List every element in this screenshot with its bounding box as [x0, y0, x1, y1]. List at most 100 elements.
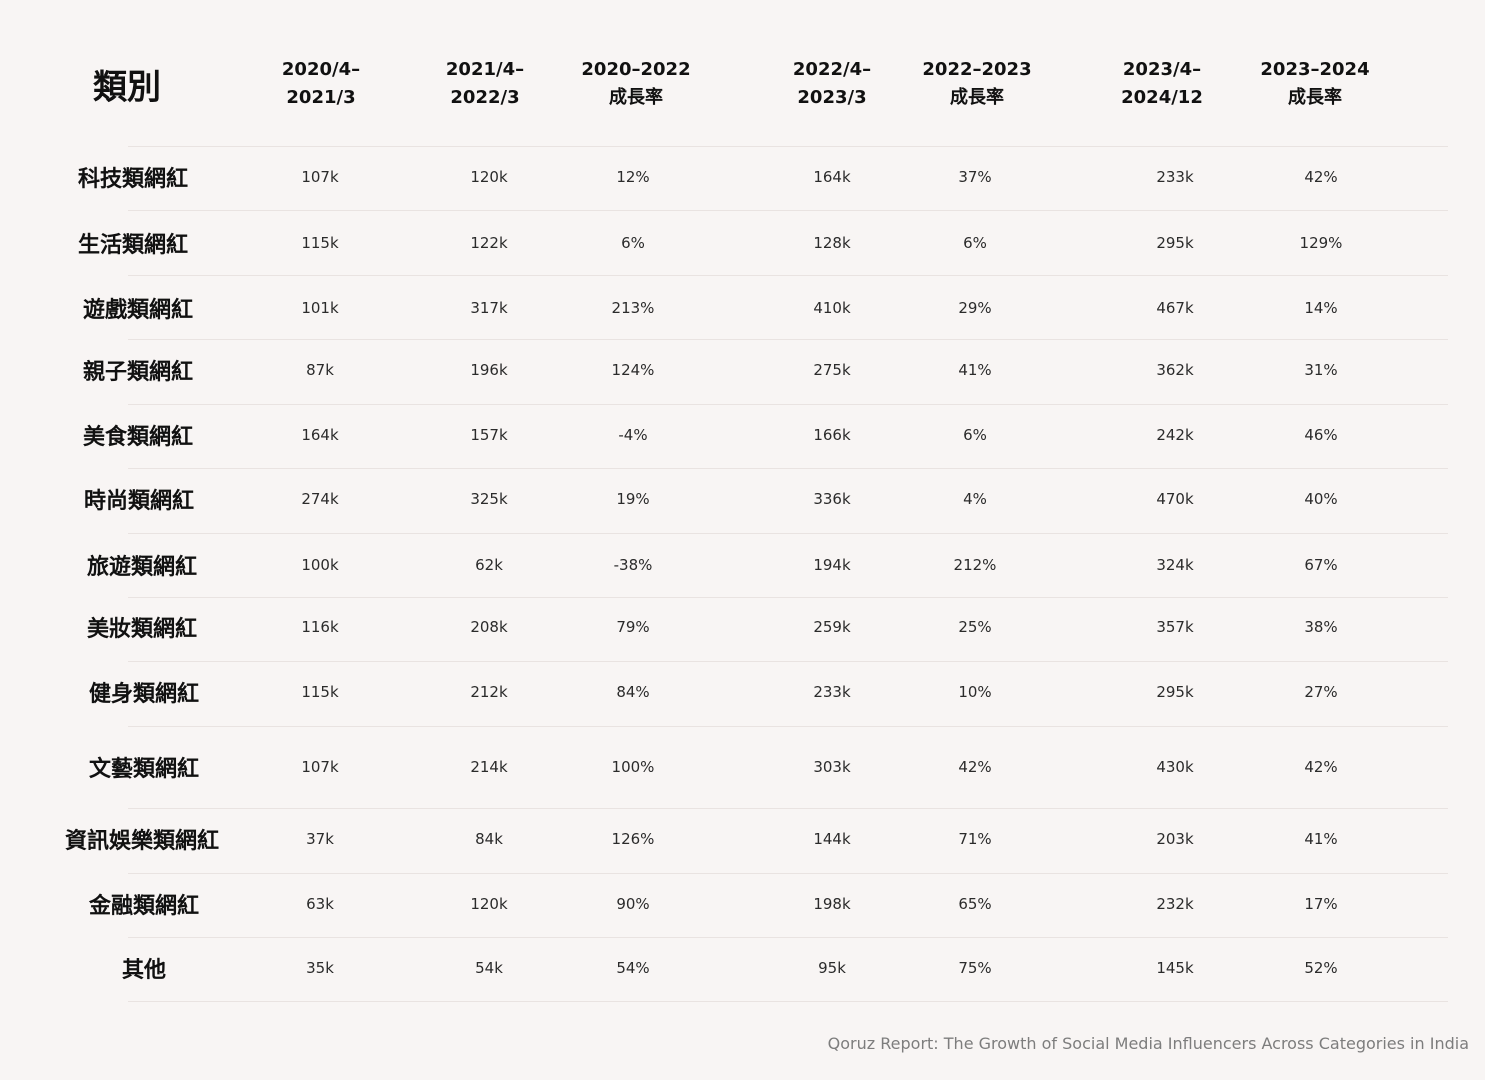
row-divider	[128, 146, 1448, 147]
table-cell: 63k	[306, 895, 334, 913]
table-cell: 362k	[1156, 361, 1194, 379]
table-cell: 166k	[813, 426, 851, 444]
table-cell: 196k	[470, 361, 508, 379]
category-label: 時尚類網紅	[83, 489, 195, 514]
table-cell: 52%	[1304, 959, 1338, 977]
table-cell: 54%	[616, 959, 650, 977]
table-cell: 303k	[813, 758, 851, 776]
table-cell: 194k	[813, 556, 851, 574]
category-label: 美食類網紅	[82, 425, 194, 450]
table-cell: 208k	[470, 618, 508, 636]
table-cell: 71%	[958, 830, 992, 848]
table-cell: 126%	[611, 830, 655, 848]
table-cell: 37%	[958, 168, 992, 186]
table-cell: 144k	[813, 830, 851, 848]
table-cell: 62k	[475, 556, 503, 574]
table-cell: 128k	[813, 234, 851, 252]
table-cell: 90%	[616, 895, 650, 913]
table-cell: 203k	[1156, 830, 1194, 848]
table-cell: 100%	[611, 758, 655, 776]
row-divider	[128, 533, 1448, 534]
table-cell: 164k	[813, 168, 851, 186]
column-header-5: 2022–2023 成長率	[922, 56, 1031, 112]
category-label: 其他	[121, 958, 167, 983]
table-cell: 100k	[301, 556, 339, 574]
column-header-line: 成長率	[608, 87, 663, 108]
table-cell: 31%	[1304, 361, 1338, 379]
table-cell: 107k	[301, 758, 339, 776]
table-cell: 40%	[1304, 490, 1338, 508]
table-cell: 79%	[616, 618, 650, 636]
column-header-3: 2020–2022 成長率	[581, 56, 690, 112]
table-cell: 275k	[813, 361, 851, 379]
column-header-line: 2020–2022	[581, 59, 691, 80]
table-cell: 25%	[958, 618, 992, 636]
row-divider	[128, 404, 1448, 405]
table-cell: 116k	[301, 618, 339, 636]
table-cell: 213%	[611, 299, 655, 317]
table-cell: 212k	[470, 683, 508, 701]
table-cell: 198k	[813, 895, 851, 913]
column-header-line: 2022/3	[450, 87, 520, 108]
row-divider	[128, 210, 1448, 211]
table-cell: 317k	[470, 299, 508, 317]
column-header-1: 2020/4– 2021/3	[282, 56, 360, 112]
table-cell: 324k	[1156, 556, 1194, 574]
table-cell: 145k	[1156, 959, 1194, 977]
table-cell: 65%	[958, 895, 992, 913]
table-cell: 4%	[963, 490, 987, 508]
row-divider	[128, 339, 1448, 340]
table-cell: 27%	[1304, 683, 1338, 701]
category-label: 生活類網紅	[77, 233, 189, 258]
category-label: 健身類網紅	[88, 682, 200, 707]
category-label: 科技類網紅	[77, 167, 189, 192]
table-cell: 29%	[958, 299, 992, 317]
table-cell: 467k	[1156, 299, 1194, 317]
table-cell: 6%	[963, 426, 987, 444]
column-header-line: 2024/12	[1121, 87, 1203, 108]
table-cell: 295k	[1156, 683, 1194, 701]
table-cell: 87k	[306, 361, 334, 379]
table-cell: 120k	[470, 168, 508, 186]
table-cell: 129%	[1299, 234, 1343, 252]
influencer-growth-table: 類別 2020/4– 2021/3 2021/4– 2022/3 2020–2022 成長…	[65, 56, 1448, 1002]
table-cell: 42%	[1304, 758, 1338, 776]
table-cell: 107k	[301, 168, 339, 186]
row-divider	[128, 808, 1448, 809]
corner-label: 類別	[93, 67, 161, 108]
column-header-line: 2021/4–	[445, 59, 525, 80]
table-cell: 325k	[470, 490, 508, 508]
row-divider	[128, 597, 1448, 598]
table-cell: 212%	[953, 556, 997, 574]
column-header-line: 成長率	[1287, 87, 1342, 108]
table-cell: -38%	[613, 556, 653, 574]
row-divider	[128, 873, 1448, 874]
row-divider	[128, 661, 1448, 662]
table-cell: 42%	[1304, 168, 1338, 186]
table-cell: 54k	[475, 959, 503, 977]
column-header-7: 2023–2024 成長率	[1260, 56, 1369, 112]
source-caption: Qoruz Report: The Growth of Social Media…	[827, 1034, 1469, 1053]
table-cell: 6%	[963, 234, 987, 252]
row-divider	[128, 937, 1448, 938]
table-cell: 6%	[621, 234, 645, 252]
table-cell: 10%	[958, 683, 992, 701]
table-cell: 41%	[958, 361, 992, 379]
table-cell: 410k	[813, 299, 851, 317]
table-cell: 120k	[470, 895, 508, 913]
table-cell: 37k	[306, 830, 334, 848]
column-header-line: 成長率	[949, 87, 1004, 108]
table-cell: 470k	[1156, 490, 1194, 508]
category-label: 親子類網紅	[82, 360, 194, 385]
table-cell: 19%	[616, 490, 650, 508]
table-cell: 42%	[958, 758, 992, 776]
table-cell: 46%	[1304, 426, 1338, 444]
column-header-line: 2020/4–	[281, 59, 361, 80]
row-divider	[128, 1001, 1448, 1002]
table-cell: 124%	[611, 361, 655, 379]
table-cell: -4%	[618, 426, 648, 444]
column-header-line: 2022–2023	[922, 59, 1032, 80]
column-header-line: 2023/3	[797, 87, 867, 108]
table-cell: 259k	[813, 618, 851, 636]
table-cell: 157k	[470, 426, 508, 444]
